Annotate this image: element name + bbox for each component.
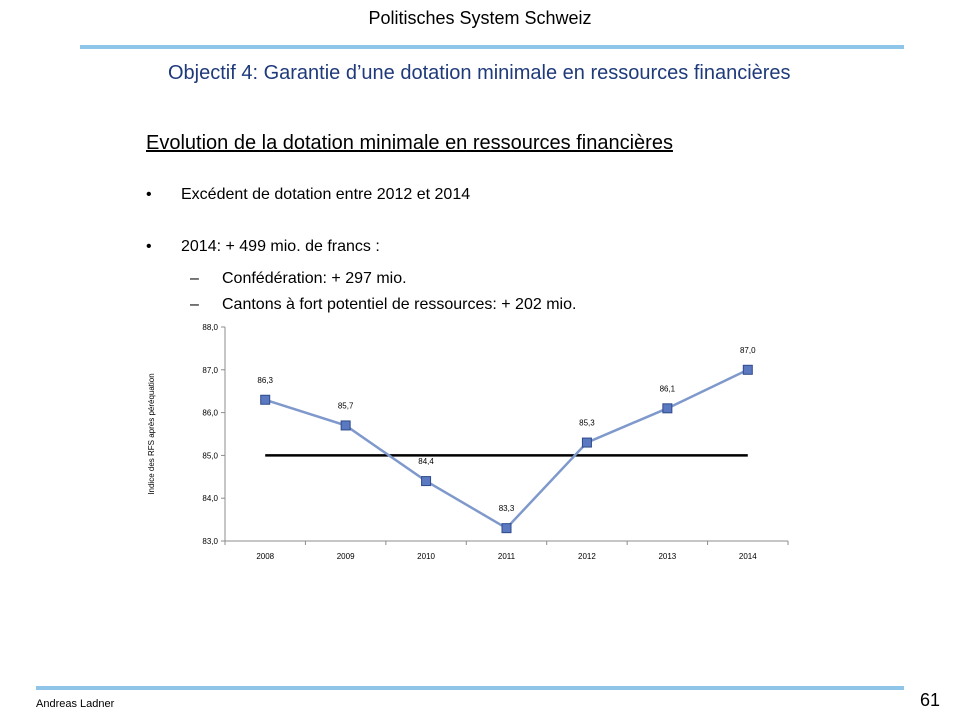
data-label: 86,3 [257, 376, 273, 385]
data-label: 86,1 [660, 384, 676, 393]
author-name: Andreas Ladner [36, 698, 115, 710]
bullet-marker: • [146, 238, 152, 255]
data-label: 85,3 [579, 419, 595, 428]
y-tick-label: 86,0 [202, 409, 218, 418]
top-divider [80, 45, 904, 49]
x-tick-label: 2008 [256, 552, 274, 561]
y-tick-label: 85,0 [202, 451, 218, 460]
x-tick-label: 2009 [337, 552, 355, 561]
data-point-marker [742, 364, 753, 375]
x-tick-label: 2010 [417, 552, 435, 561]
bullet-marker: • [146, 186, 152, 203]
sub-bullet-marker: – [190, 296, 199, 313]
data-point-marker [340, 420, 351, 431]
y-tick-label: 83,0 [202, 537, 218, 546]
data-label: 87,0 [740, 346, 756, 355]
x-tick-label: 2012 [578, 552, 596, 561]
data-label: 85,7 [338, 401, 354, 410]
x-tick-label: 2011 [498, 552, 516, 561]
y-tick-label: 84,0 [202, 494, 218, 503]
data-point-marker [421, 476, 432, 487]
x-tick-label: 2014 [739, 552, 757, 561]
data-point-marker [662, 403, 673, 414]
data-point-marker [501, 523, 512, 534]
data-point-marker [260, 394, 271, 405]
sub-bullet-marker: – [190, 270, 199, 287]
data-label: 83,3 [499, 504, 515, 513]
slide-title: Objectif 4: Garantie d’une dotation mini… [168, 62, 791, 84]
data-label: 84,4 [418, 457, 434, 466]
bullet-text: 2014: + 499 mio. de francs : [181, 238, 380, 255]
sub-bullet-text: Cantons à fort potentiel de ressources: … [222, 296, 577, 313]
bullet-text: Excédent de dotation entre 2012 et 2014 [181, 186, 471, 203]
y-tick-label: 87,0 [202, 366, 218, 375]
section-heading: Evolution de la dotation minimale en res… [146, 132, 673, 154]
data-point-marker [581, 437, 592, 448]
x-tick-label: 2013 [658, 552, 676, 561]
line-chart: 83,0 84,0 85,0 86,0 87,0 88,0 2008 2009 2010 2011… [147, 323, 789, 561]
bottom-divider [36, 686, 904, 690]
page-number: 61 [919, 690, 940, 710]
sub-bullet-text: Confédération: + 297 mio. [222, 270, 407, 287]
y-axis-title: Indice des RFS après péréquation [147, 373, 156, 494]
header-title: Politisches System Schweiz [368, 8, 592, 28]
y-tick-label: 88,0 [202, 323, 218, 332]
